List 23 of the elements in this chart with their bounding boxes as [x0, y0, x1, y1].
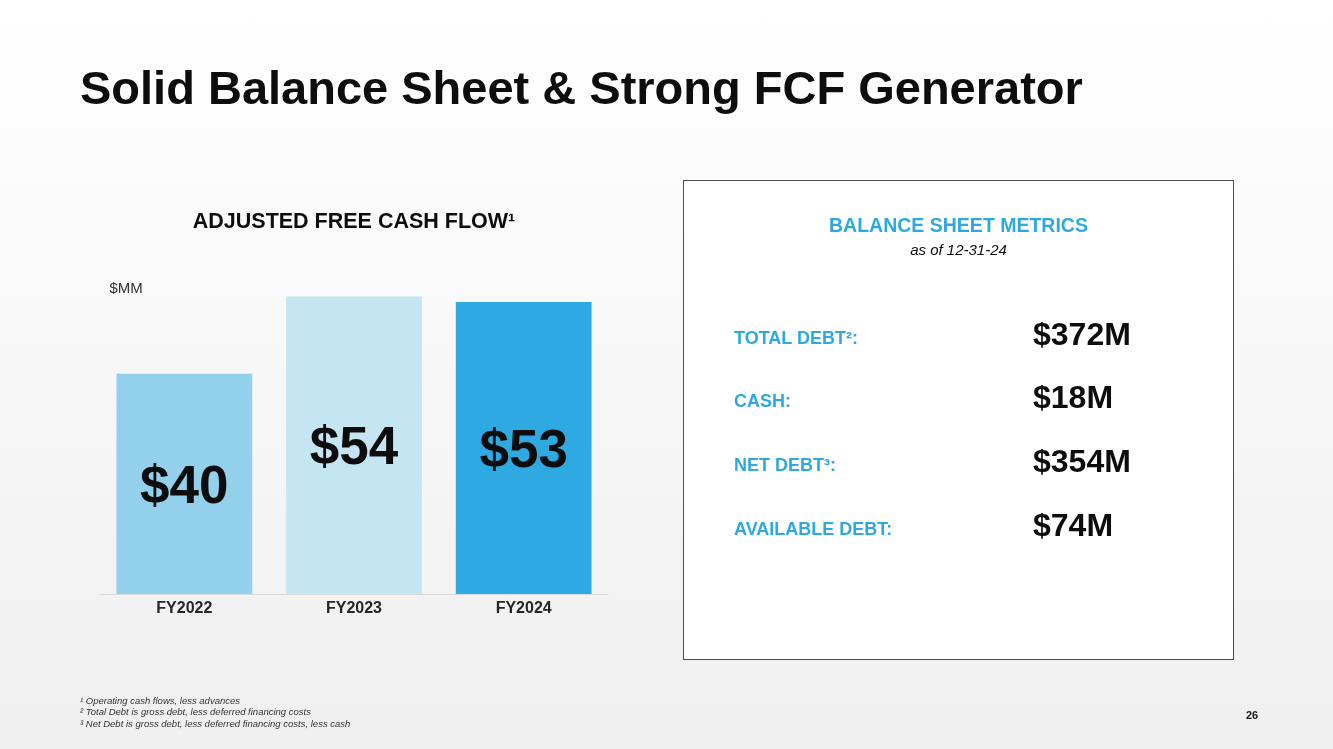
chart-title: ADJUSTED FREE CASH FLOW¹: [192, 208, 516, 233]
x-tick-label: FY2023: [325, 598, 383, 616]
data-label: $40: [140, 454, 229, 514]
text: BALANCE SHEET METRICS: [828, 213, 1089, 237]
text: 26: [1246, 708, 1259, 722]
text: $372M: [1033, 316, 1131, 352]
text: AVAILABLE DEBT:: [734, 518, 893, 540]
text: ³ Net Debt is gross debt, less deferred financing costs, less cash: [80, 718, 351, 730]
text: CASH:: [734, 390, 791, 412]
text: Solid Balance Sheet & Strong FCF Generator: [80, 61, 1083, 114]
x-tick-label: FY2024: [495, 598, 552, 616]
x-tick-label: FY2022: [156, 598, 213, 616]
text: as of 12-31-24: [909, 241, 1008, 259]
text: ¹ Operating cash flows, less advances: [80, 695, 240, 707]
data-label: $53: [479, 418, 568, 478]
text: $74M: [1033, 507, 1114, 543]
text: $354M: [1033, 443, 1131, 479]
text: NET DEBT³:: [734, 454, 836, 476]
data-label: $54: [309, 415, 399, 475]
text: $18M: [1033, 379, 1114, 415]
text: TOTAL DEBT²:: [734, 327, 858, 349]
y-axis-title: $MM: [109, 278, 143, 296]
text: ² Total Debt is gross debt, less deferred financing costs: [80, 706, 311, 718]
